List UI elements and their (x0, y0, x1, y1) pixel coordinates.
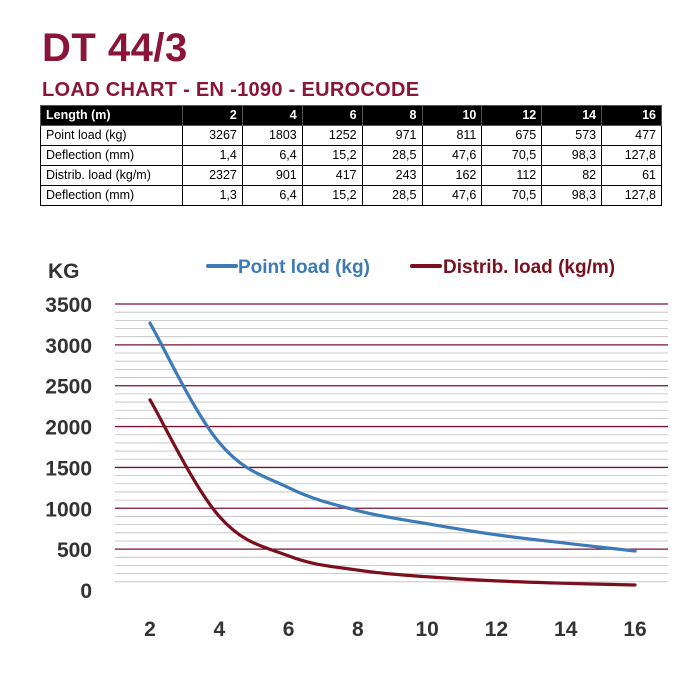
table-cell: 417 (301, 165, 363, 186)
x-tick-label: 10 (415, 618, 438, 641)
load-table: Length (m) 2 4 6 8 10 12 14 16 Point loa… (40, 105, 662, 206)
distrib-load-series-line (148, 398, 637, 587)
table-cell: 28,5 (361, 185, 423, 206)
legend-entry: Distrib. load (kg/m) (443, 257, 615, 278)
table-cell: 675 (481, 125, 543, 146)
table-cell: 6,4 (241, 185, 303, 206)
table-cell: 1,3 (182, 185, 243, 206)
table-cell: Distrib. load (kg/m) (40, 165, 183, 186)
y-tick-label: 3500 (45, 294, 92, 317)
table-cell: 70,5 (481, 185, 543, 206)
x-tick-label: 4 (213, 618, 225, 641)
legend-entry: Point load (kg) (238, 257, 370, 278)
table-header-cell: 16 (601, 105, 662, 126)
page-subtitle: LOAD CHART - EN -1090 - EUROCODE (42, 79, 420, 101)
table-cell: 811 (421, 125, 483, 146)
table-row: Deflection (mm) 1,3 6,4 15,2 28,5 47,6 7… (40, 185, 662, 206)
page-title: DT 44/3 (42, 26, 188, 70)
table-header-cell: 8 (361, 105, 423, 126)
table-cell: 1803 (241, 125, 303, 146)
table-row: Point load (kg) 3267 1803 1252 971 811 6… (40, 125, 662, 146)
x-tick-label: 2 (144, 618, 156, 641)
y-tick-label: 0 (80, 580, 92, 603)
table-cell: 971 (361, 125, 423, 146)
y-tick-label: 3000 (45, 335, 92, 358)
y-tick-label: 1000 (45, 498, 92, 521)
table-cell: Point load (kg) (40, 125, 183, 146)
table-cell: 127,8 (601, 185, 662, 206)
x-tick-label: 12 (485, 618, 508, 641)
x-tick-label: 14 (554, 618, 578, 641)
table-header-row: Length (m) 2 4 6 8 10 12 14 16 (40, 105, 662, 126)
x-tick-label: 16 (623, 618, 646, 641)
table-cell: 47,6 (421, 185, 483, 206)
y-tick-label: 2000 (45, 417, 92, 440)
point-load-series-line (148, 321, 637, 553)
table-cell: 477 (601, 125, 662, 146)
x-tick-label: 6 (283, 618, 295, 641)
table-header-cell: Length (m) (40, 105, 183, 126)
x-tick-label: 8 (352, 618, 364, 641)
table-header-cell: 12 (481, 105, 543, 126)
y-tick-label: 500 (57, 539, 92, 562)
y-axis-label: KG (48, 260, 80, 283)
table-cell: 1,4 (182, 145, 243, 166)
table-cell: Deflection (mm) (40, 185, 183, 206)
y-tick-label: 1500 (45, 457, 92, 480)
table-row: Distrib. load (kg/m) 2327 901 417 243 16… (40, 165, 662, 186)
table-row: Deflection (mm) 1,4 6,4 15,2 28,5 47,6 7… (40, 145, 662, 166)
table-header-cell: 14 (541, 105, 603, 126)
y-tick-label: 2500 (45, 376, 92, 399)
table-cell: 28,5 (361, 145, 423, 166)
table-header-cell: 6 (301, 105, 363, 126)
